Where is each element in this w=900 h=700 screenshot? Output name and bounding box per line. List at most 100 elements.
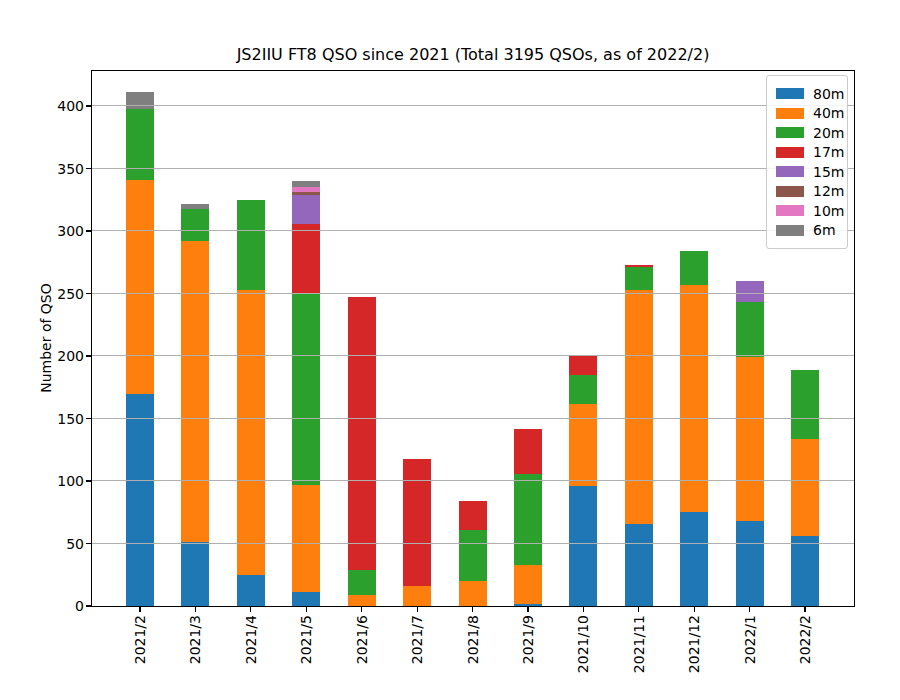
x-tick-mark (306, 607, 307, 612)
legend-swatch-20m (776, 127, 804, 138)
bar-segment-6m-2021/5 (292, 181, 320, 187)
bar-segment-15m-2021/5 (292, 195, 320, 224)
y-tick-label: 0 (34, 599, 84, 613)
y-tick-label: 200 (34, 349, 84, 363)
gridline-y50 (92, 543, 854, 544)
y-tick-label: 300 (34, 224, 84, 238)
y-tick-label: 400 (34, 99, 84, 113)
bar-segment-20m-2021/3 (181, 209, 209, 242)
bar-segment-40m-2021/12 (680, 285, 708, 513)
y-tick-mark (86, 105, 91, 106)
legend-item-15m: 15m (776, 165, 838, 179)
bar-segment-40m-2021/6 (348, 595, 376, 606)
legend-swatch-17m (776, 147, 804, 158)
legend-item-10m: 10m (776, 204, 838, 218)
legend-label: 40m (813, 106, 844, 120)
x-tick-mark (638, 607, 639, 612)
y-tick-label: 100 (34, 474, 84, 488)
bar-segment-17m-2021/5 (292, 224, 320, 294)
x-tick-mark (417, 607, 418, 612)
gridline-y200 (92, 355, 854, 356)
chart-figure: JS2IIU FT8 QSO since 2021 (Total 3195 QS… (0, 0, 900, 700)
bar-segment-80m-2021/11 (625, 524, 653, 607)
bar-segment-80m-2021/10 (569, 486, 597, 606)
y-tick-mark (86, 543, 91, 544)
legend: 80m 40m 20m 17m 15m 12m 10m 6m (766, 75, 848, 249)
bar-segment-40m-2021/5 (292, 485, 320, 593)
y-tick-label: 250 (34, 287, 84, 301)
gridline-y150 (92, 418, 854, 419)
legend-item-80m: 80m (776, 87, 838, 101)
bar-segment-40m-2022/1 (736, 357, 764, 521)
bar-segment-17m-2021/7 (403, 459, 431, 587)
x-tick-mark (250, 607, 251, 612)
bar-segment-80m-2022/2 (791, 536, 819, 606)
bar-segment-40m-2021/2 (126, 180, 154, 394)
legend-label: 12m (813, 184, 844, 198)
x-tick-label-2021/8: 2021/8 (464, 615, 480, 664)
y-tick-mark (86, 293, 91, 294)
bar-segment-80m-2021/3 (181, 542, 209, 606)
legend-label: 17m (813, 145, 844, 159)
legend-item-17m: 17m (776, 145, 838, 159)
x-tick-mark (472, 607, 473, 612)
x-tick-mark (139, 607, 140, 612)
bar-segment-12m-2021/5 (292, 192, 320, 195)
y-tick-mark (86, 168, 91, 169)
bar-segment-40m-2021/9 (514, 565, 542, 604)
bar-segment-20m-2021/8 (459, 530, 487, 581)
bar-segment-20m-2022/2 (791, 370, 819, 439)
x-tick-label-2021/3: 2021/3 (187, 615, 203, 664)
bar-segment-20m-2022/1 (736, 302, 764, 357)
x-tick-mark (195, 607, 196, 612)
gridline-y400 (92, 105, 854, 106)
x-tick-label-2022/2: 2022/2 (797, 615, 813, 664)
bar-segment-40m-2021/11 (625, 290, 653, 524)
x-tick-label-2021/7: 2021/7 (409, 615, 425, 664)
y-tick-mark (86, 230, 91, 231)
bar-segment-20m-2021/12 (680, 251, 708, 285)
bar-segment-6m-2021/2 (126, 92, 154, 108)
legend-swatch-6m (776, 225, 804, 236)
bar-segment-17m-2021/9 (514, 429, 542, 474)
legend-item-40m: 40m (776, 106, 838, 120)
bar-segment-80m-2021/12 (680, 512, 708, 606)
x-tick-label-2021/6: 2021/6 (354, 615, 370, 664)
bar-segment-40m-2021/10 (569, 404, 597, 487)
legend-item-20m: 20m (776, 126, 838, 140)
x-tick-mark (583, 607, 584, 612)
x-tick-label-2021/5: 2021/5 (298, 615, 314, 664)
bar-segment-80m-2021/5 (292, 592, 320, 606)
x-tick-label-2021/10: 2021/10 (575, 615, 591, 673)
bar-segment-20m-2021/6 (348, 570, 376, 595)
gridline-y100 (92, 480, 854, 481)
legend-label: 10m (813, 204, 844, 218)
chart-title: JS2IIU FT8 QSO since 2021 (Total 3195 QS… (91, 46, 855, 64)
legend-label: 20m (813, 126, 844, 140)
y-tick-mark (86, 355, 91, 356)
x-tick-label-2021/12: 2021/12 (686, 615, 702, 673)
legend-swatch-10m (776, 205, 804, 216)
bar-segment-80m-2022/1 (736, 521, 764, 606)
y-tick-label: 50 (34, 537, 84, 551)
legend-label: 15m (813, 165, 844, 179)
x-tick-label-2021/4: 2021/4 (243, 615, 259, 664)
gridline-y350 (92, 168, 854, 169)
bar-segment-6m-2021/3 (181, 204, 209, 209)
legend-label: 80m (813, 87, 844, 101)
y-tick-mark (86, 480, 91, 481)
y-tick-label: 350 (34, 162, 84, 176)
x-tick-mark (804, 607, 805, 612)
x-tick-mark (694, 607, 695, 612)
bar-segment-40m-2022/2 (791, 439, 819, 537)
legend-label: 6m (813, 223, 836, 237)
bar-segment-80m-2021/9 (514, 604, 542, 607)
bar-segment-17m-2021/10 (569, 356, 597, 375)
gridline-y250 (92, 293, 854, 294)
y-tick-label: 150 (34, 412, 84, 426)
legend-swatch-12m (776, 186, 804, 197)
bar-segment-17m-2021/8 (459, 501, 487, 530)
x-tick-label-2021/9: 2021/9 (520, 615, 536, 664)
bar-segment-20m-2021/4 (237, 200, 265, 290)
bar-segment-17m-2021/11 (625, 265, 653, 268)
